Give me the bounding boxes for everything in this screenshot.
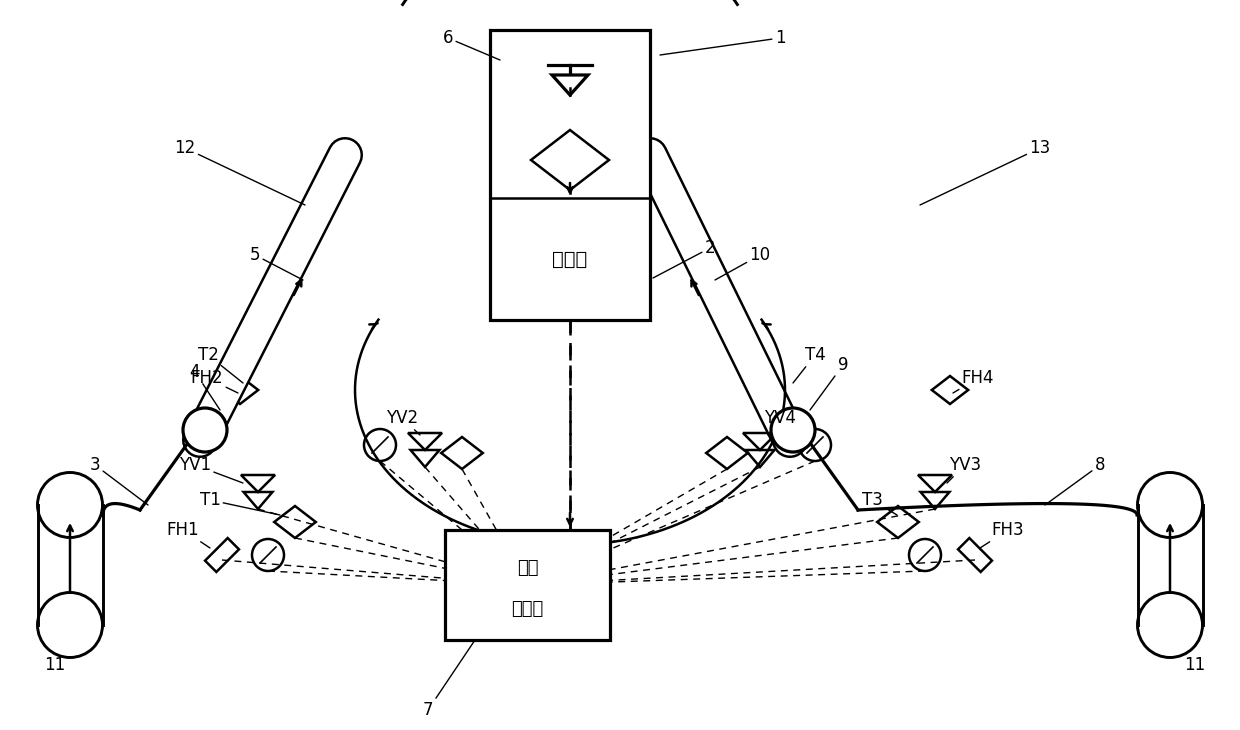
Text: FH2: FH2 — [191, 369, 238, 393]
Circle shape — [1137, 593, 1203, 658]
Bar — [445, 530, 610, 640]
Text: YV3: YV3 — [947, 456, 981, 483]
Text: FH3: FH3 — [980, 521, 1024, 548]
Text: 4: 4 — [190, 363, 219, 410]
Text: 12: 12 — [175, 139, 305, 205]
Text: YV1: YV1 — [179, 456, 243, 483]
Text: FH4: FH4 — [954, 369, 994, 393]
Circle shape — [771, 408, 815, 452]
Text: T2: T2 — [197, 346, 243, 383]
Circle shape — [37, 472, 103, 537]
Circle shape — [37, 593, 103, 658]
Text: T3: T3 — [862, 491, 897, 515]
Bar — [490, 30, 650, 320]
Bar — [37, 505, 103, 625]
Text: 2: 2 — [653, 239, 715, 278]
Text: 10: 10 — [715, 246, 770, 280]
Text: 控制箱: 控制箱 — [511, 600, 543, 618]
Text: YV2: YV2 — [386, 409, 420, 435]
Circle shape — [1137, 472, 1203, 537]
Text: 9: 9 — [810, 356, 848, 410]
Text: 3: 3 — [89, 456, 148, 505]
Polygon shape — [552, 75, 588, 95]
Text: 7: 7 — [423, 640, 475, 719]
Text: 6: 6 — [443, 29, 500, 60]
Bar — [1137, 505, 1203, 625]
Circle shape — [184, 408, 227, 452]
Text: T4: T4 — [794, 346, 826, 383]
Text: 11: 11 — [45, 656, 66, 674]
Text: 8: 8 — [1045, 456, 1105, 505]
Text: 切换: 切换 — [517, 559, 538, 577]
Text: YV4: YV4 — [764, 409, 796, 435]
Text: 11: 11 — [1184, 656, 1205, 674]
Text: 控制柜: 控制柜 — [552, 250, 588, 269]
Text: 13: 13 — [920, 139, 1050, 205]
Text: T1: T1 — [200, 491, 280, 515]
Text: 1: 1 — [660, 29, 785, 55]
Text: 5: 5 — [249, 246, 303, 280]
Text: FH1: FH1 — [166, 521, 210, 548]
